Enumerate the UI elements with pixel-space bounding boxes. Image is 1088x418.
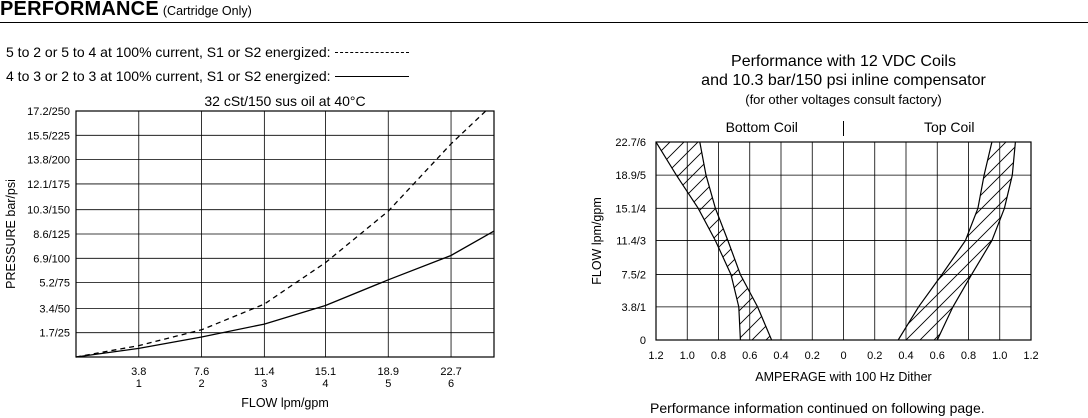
x-tick-label-gpm: 2 xyxy=(199,378,205,390)
bottom-coil-band-edge-a xyxy=(656,142,741,340)
y-tick-label: 0 xyxy=(640,335,646,347)
chart-subtitle: (for other voltages consult factory) xyxy=(745,92,942,107)
x-tick-label-gpm: 1 xyxy=(136,378,142,390)
y-tick-label: 15.5/225 xyxy=(27,130,70,142)
y-tick-label: 17.2/250 xyxy=(27,106,70,118)
x-axis-label: FLOW lpm/gpm xyxy=(241,396,329,410)
y-tick-label: 12.1/175 xyxy=(27,179,70,191)
page-title: PERFORMANCE xyxy=(0,0,159,20)
x-tick-label-gpm: 5 xyxy=(385,378,391,390)
x-tick-label: 1.0 xyxy=(992,350,1007,362)
y-tick-label: 15.1/4 xyxy=(615,203,646,215)
x-tick-label: 0.8 xyxy=(711,350,726,362)
region-label-top-coil: Top Coil xyxy=(924,119,975,135)
bottom-coil-band-edge-b xyxy=(699,142,773,340)
x-tick-label-lpm: 15.1 xyxy=(315,366,336,378)
chart-title: Performance with 12 VDC Coils xyxy=(731,53,956,70)
y-axis-label: PRESSURE bar/psi xyxy=(4,179,18,289)
x-tick-label-lpm: 11.4 xyxy=(254,366,275,378)
y-tick-label: 5.2/75 xyxy=(39,278,70,290)
y-tick-label: 3.8/1 xyxy=(622,302,646,314)
y-axis-label: FLOW lpm/gpm xyxy=(590,197,604,285)
x-tick-label: 0.2 xyxy=(805,350,820,362)
legend-solid: 4 to 3 or 2 to 3 at 100% current, S1 or … xyxy=(6,68,409,84)
x-tick-label: 1.0 xyxy=(680,350,695,362)
y-tick-label: 1.7/25 xyxy=(39,328,70,340)
x-tick-label: 1.2 xyxy=(648,350,663,362)
x-tick-label-gpm: 4 xyxy=(322,378,328,390)
x-tick-label-gpm: 3 xyxy=(261,378,267,390)
x-tick-label-lpm: 7.6 xyxy=(194,366,209,378)
legend-solid-swatch xyxy=(334,75,409,77)
legend-dashed-swatch xyxy=(334,51,409,53)
legend-dashed-label: 5 to 2 or 5 to 4 at 100% current, S1 or … xyxy=(6,44,331,60)
y-tick-label: 11.4/3 xyxy=(616,236,646,248)
x-tick-label: 0.8 xyxy=(961,350,976,362)
x-tick-label: 0.6 xyxy=(742,350,757,362)
legend-solid-label: 4 to 3 or 2 to 3 at 100% current, S1 or … xyxy=(6,68,331,84)
x-tick-label: 0.4 xyxy=(773,350,788,362)
x-tick-label: 0 xyxy=(840,350,846,362)
chart-title: 32 cSt/150 sus oil at 40°C xyxy=(204,93,365,109)
series-line-dashed xyxy=(75,110,487,358)
legend-dashed: 5 to 2 or 5 to 4 at 100% current, S1 or … xyxy=(6,44,409,60)
x-tick-label-lpm: 22.7 xyxy=(440,366,461,378)
page-header: PERFORMANCE (Cartridge Only) xyxy=(0,0,1088,23)
y-tick-label: 7.5/2 xyxy=(622,270,646,282)
x-axis-label: AMPERAGE with 100 Hz Dither xyxy=(755,370,931,384)
top-coil-band-fill xyxy=(898,142,1016,340)
y-tick-label: 3.4/50 xyxy=(39,303,70,315)
x-tick-label-lpm: 18.9 xyxy=(378,366,399,378)
plot-frame xyxy=(655,141,1032,341)
y-tick-label: 18.9/5 xyxy=(615,170,646,182)
x-tick-label: 0.2 xyxy=(867,350,882,362)
chart-title-line2: and 10.3 bar/150 psi inline compensator xyxy=(701,72,986,89)
x-tick-label-lpm: 3.8 xyxy=(131,366,146,378)
x-tick-label: 0.6 xyxy=(930,350,945,362)
y-tick-label: 8.6/125 xyxy=(33,229,70,241)
x-tick-label: 1.2 xyxy=(1023,350,1038,362)
plot-frame xyxy=(75,110,495,358)
y-tick-label: 13.8/200 xyxy=(27,155,70,167)
y-tick-label: 6.9/100 xyxy=(33,253,70,265)
bottom-coil-band-fill xyxy=(656,142,772,340)
x-tick-label: 0.4 xyxy=(898,350,913,362)
top-coil-band-edge-b xyxy=(936,142,1016,340)
page-subtitle: (Cartridge Only) xyxy=(162,4,252,18)
footer-note: Performance information continued on fol… xyxy=(650,400,985,416)
region-label-bottom-coil: Bottom Coil xyxy=(726,119,798,135)
series-line-solid xyxy=(75,230,495,358)
x-tick-label-gpm: 6 xyxy=(448,378,454,390)
y-tick-label: 10.3/150 xyxy=(27,205,70,217)
y-tick-label: 22.7/6 xyxy=(615,137,646,149)
top-coil-band-edge-a xyxy=(897,142,993,340)
bands-group xyxy=(656,142,1016,340)
